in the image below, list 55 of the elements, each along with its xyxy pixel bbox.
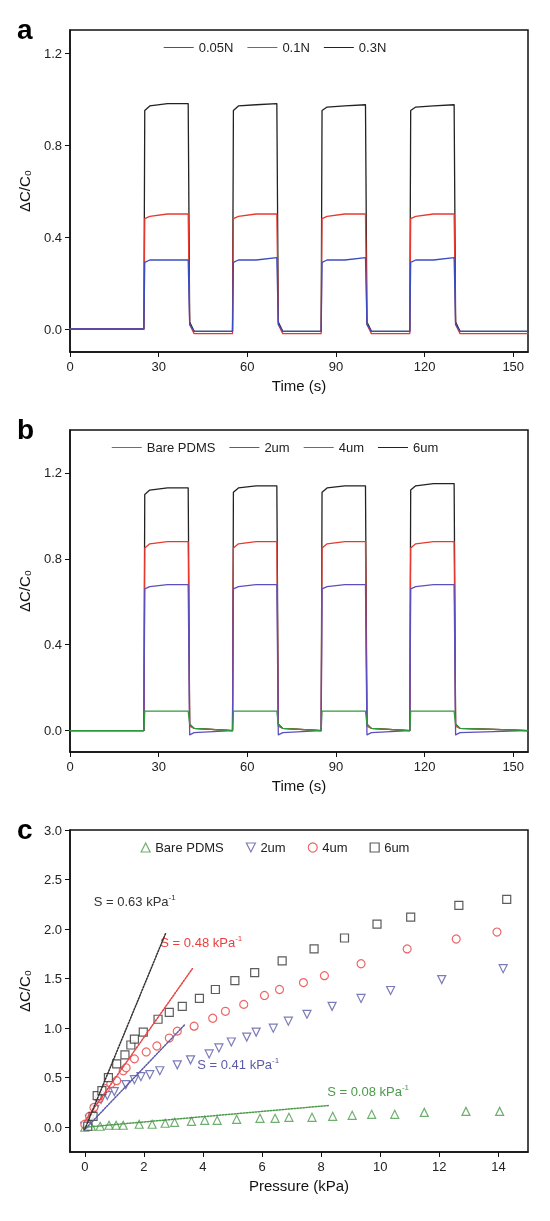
chart-title: c bbox=[17, 813, 33, 845]
y-tick-label: 2.0 bbox=[43, 921, 62, 937]
y-axis-title: ΔC/C₀ bbox=[16, 169, 33, 213]
x-tick-label: 0 bbox=[81, 1159, 89, 1174]
legend-label: Bare PDMS bbox=[146, 440, 216, 455]
x-axis-title: Time (s) bbox=[271, 777, 327, 794]
x-axis-title: Pressure (kPa) bbox=[248, 1177, 350, 1194]
x-tick-label: 90 bbox=[328, 359, 344, 374]
y-tick-label: 0.5 bbox=[43, 1070, 62, 1086]
y-tick-label: 0.8 bbox=[43, 137, 62, 153]
x-tick-label: 120 bbox=[413, 759, 436, 774]
y-tick-label: 0.0 bbox=[43, 723, 62, 739]
legend-label: 6um bbox=[384, 840, 410, 855]
legend-label: 6um bbox=[412, 440, 439, 455]
x-tick-label: 150 bbox=[502, 759, 525, 774]
x-tick-label: 4 bbox=[199, 1159, 207, 1174]
y-tick-label: 1.5 bbox=[43, 971, 62, 987]
y-tick-label: 0.4 bbox=[43, 637, 62, 653]
y-tick-label: 0.0 bbox=[43, 321, 62, 337]
x-tick-label: 12 bbox=[432, 1159, 447, 1174]
x-tick-label: 2 bbox=[140, 1159, 148, 1174]
x-tick-label: 6 bbox=[258, 1159, 266, 1174]
x-tick-label: 150 bbox=[502, 359, 525, 374]
y-tick-label: 1.2 bbox=[43, 45, 62, 61]
x-tick-label: 10 bbox=[373, 1159, 388, 1174]
legend-label: 2um bbox=[264, 440, 290, 455]
y-axis-title: ΔC/C₀ bbox=[16, 569, 33, 613]
legend-label: 4um bbox=[322, 840, 348, 855]
x-tick-label: 60 bbox=[240, 759, 255, 774]
x-tick-label: 14 bbox=[491, 1159, 506, 1174]
legend-label: 0.1N bbox=[282, 40, 310, 55]
x-tick-label: 30 bbox=[151, 359, 166, 374]
y-tick-label: 0.4 bbox=[43, 229, 62, 245]
legend-label: 0.3N bbox=[358, 40, 387, 55]
chart-title: a bbox=[17, 13, 33, 45]
chart-title: b bbox=[17, 413, 35, 445]
legend-label: 4um bbox=[338, 440, 364, 455]
legend-label: 0.05N bbox=[198, 40, 234, 55]
x-tick-label: 8 bbox=[317, 1159, 325, 1174]
y-tick-label: 3.0 bbox=[43, 822, 62, 838]
y-tick-label: 2.5 bbox=[43, 872, 62, 888]
y-tick-label: 1.2 bbox=[43, 465, 62, 481]
x-tick-label: 90 bbox=[328, 759, 344, 774]
x-tick-label: 0 bbox=[66, 359, 74, 374]
y-tick-label: 0.0 bbox=[43, 1119, 62, 1135]
x-tick-label: 60 bbox=[240, 359, 255, 374]
y-axis-title: ΔC/C₀ bbox=[16, 969, 33, 1013]
x-tick-label: 30 bbox=[151, 759, 166, 774]
y-tick-label: 1.0 bbox=[43, 1020, 62, 1036]
legend-label: Bare PDMS bbox=[155, 840, 225, 855]
legend-label: 2um bbox=[260, 840, 286, 855]
x-axis-title: Time (s) bbox=[271, 377, 327, 394]
x-tick-label: 120 bbox=[413, 359, 436, 374]
y-tick-label: 0.8 bbox=[43, 551, 62, 567]
x-tick-label: 0 bbox=[66, 759, 74, 774]
